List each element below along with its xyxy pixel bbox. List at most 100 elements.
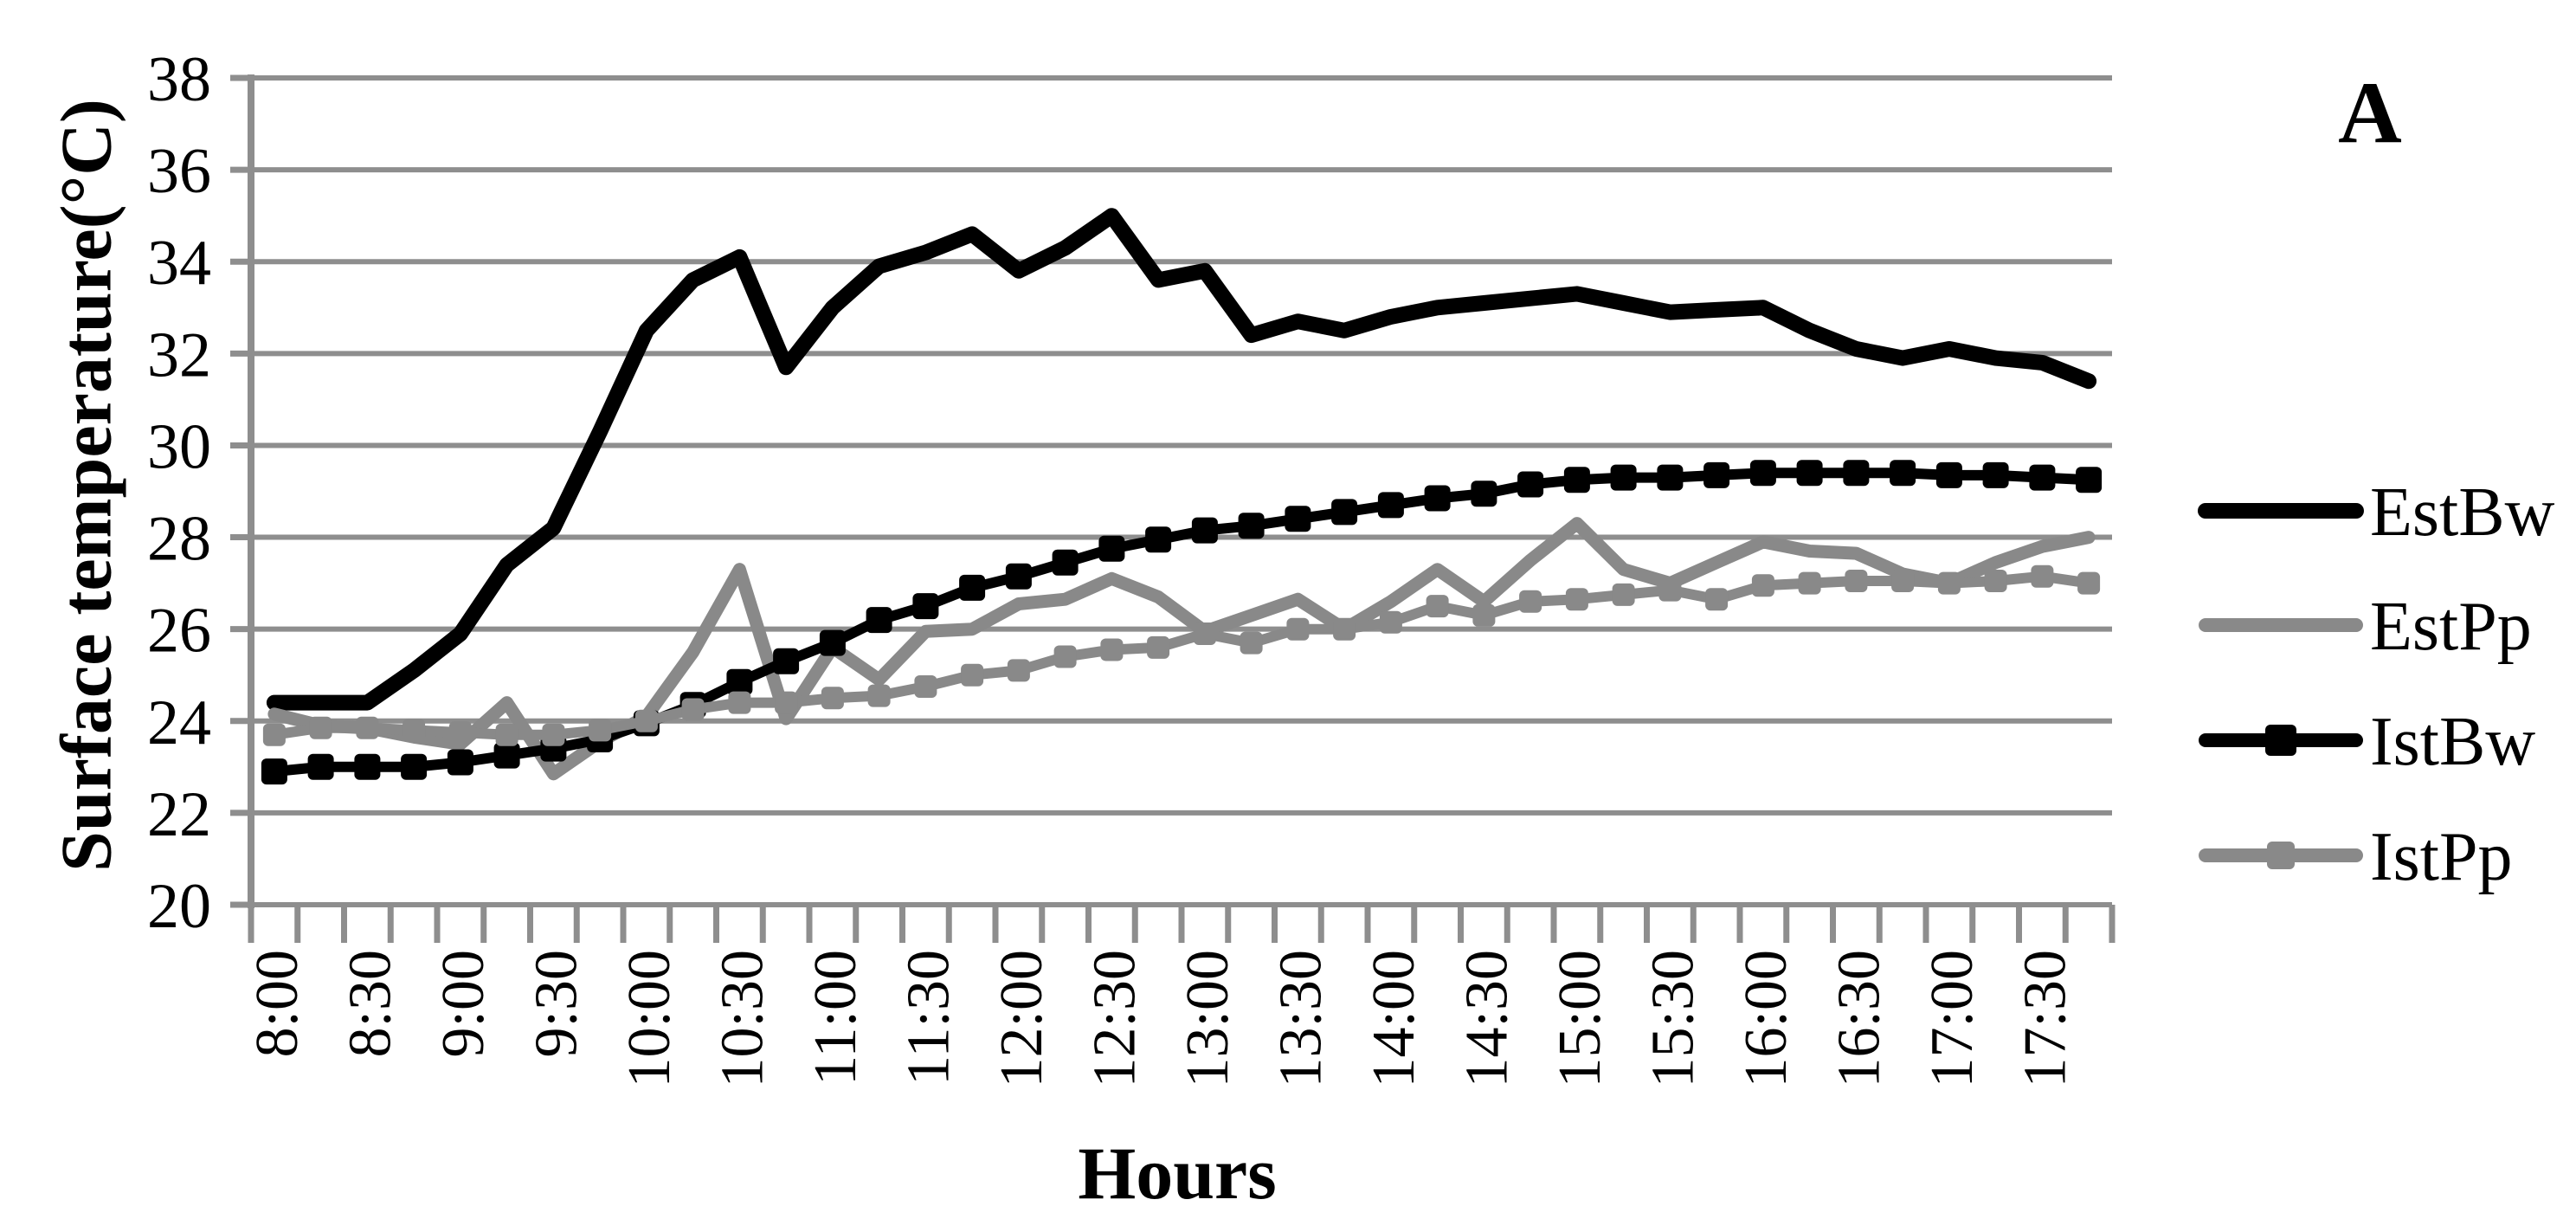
marker-IstPp [728, 691, 751, 714]
y-tick-label: 24 [147, 687, 211, 758]
marker-IstBw [1377, 492, 1404, 519]
series-line-IstBw [268, 468, 2095, 777]
marker-IstBw [1610, 464, 1637, 491]
marker-IstBw [819, 629, 846, 656]
marker-IstPp [1705, 588, 1729, 611]
legend-label: EstPp [2370, 589, 2532, 665]
marker-IstBw [1145, 526, 1172, 553]
marker-IstPp [1333, 617, 1356, 641]
y-tick-label: 26 [147, 596, 211, 667]
x-tick-label: 8:00 [244, 950, 311, 1057]
marker-IstPp [1053, 645, 1077, 668]
x-tick-label: 13:00 [1175, 950, 1241, 1087]
y-tick-label: 38 [147, 44, 211, 115]
marker-IstBw [261, 758, 287, 785]
marker-IstPp [1798, 571, 1821, 595]
legend-item-IstBw: IstBw [2199, 704, 2535, 780]
marker-IstPp [1379, 610, 1402, 634]
marker-IstBw [1285, 506, 1311, 532]
marker-IstPp [1891, 570, 1915, 592]
marker-IstPp [309, 716, 332, 739]
marker-IstBw [2029, 464, 2056, 491]
series-EstPp [267, 517, 2096, 781]
marker-IstPp [1426, 595, 1449, 618]
marker-IstPp [2031, 564, 2054, 588]
marker-IstPp [1845, 570, 1868, 592]
marker-IstBw [1563, 467, 1590, 493]
y-tick-label: 32 [147, 319, 211, 390]
marker-IstPp [495, 723, 518, 746]
legend-label: IstPp [2370, 819, 2513, 895]
marker-IstPp [1193, 622, 1216, 645]
series-IstPp [262, 564, 2101, 746]
marker-IstPp [1472, 603, 1496, 627]
x-tick-label: 17:00 [1919, 950, 1986, 1087]
marker-IstBw [726, 668, 753, 695]
x-tick-label: 14:00 [1361, 950, 1427, 1087]
marker-IstPp [634, 709, 658, 732]
marker-IstPp [867, 684, 891, 707]
x-tick-label: 10:00 [616, 950, 683, 1087]
marker-IstBw [866, 607, 892, 634]
panel-label: A [2338, 64, 2402, 162]
marker-IstBw [447, 749, 473, 776]
y-tick-label: 20 [147, 871, 211, 942]
marker-IstBw [1424, 485, 1451, 512]
marker-IstPp [1658, 578, 1682, 602]
marker-IstBw [354, 753, 381, 780]
marker-IstBw [1331, 499, 1358, 526]
x-axis-title: Hours [1078, 1132, 1277, 1215]
marker-IstPp [775, 691, 798, 714]
marker-IstBw [307, 753, 334, 780]
legend-item-IstPp: IstPp [2199, 819, 2513, 895]
marker-IstPp [1286, 617, 1310, 641]
marker-IstBw [493, 742, 520, 769]
marker-IstPp [1984, 570, 2007, 592]
series-line-IstPp [268, 571, 2095, 740]
marker-IstBw [1471, 481, 1497, 507]
x-tick-label: 9:00 [430, 950, 497, 1057]
marker-IstBw [1657, 464, 1684, 491]
x-tick-label: 9:30 [523, 950, 589, 1057]
marker-IstBw [1191, 517, 1218, 544]
legend: EstBw EstPp IstBw IstPp [2198, 474, 2555, 895]
y-tick-label: 22 [147, 779, 211, 850]
y-tick-label: 36 [147, 136, 211, 207]
marker-IstPp [681, 698, 705, 721]
marker-IstPp [1937, 571, 1961, 595]
marker-IstPp [542, 723, 565, 746]
marker-IstBw [1982, 461, 2009, 488]
series-EstBw [266, 208, 2097, 711]
x-tick-label: 11:00 [802, 950, 869, 1086]
y-tick-label: 30 [147, 411, 211, 482]
marker-IstBw [1843, 460, 1870, 487]
marker-IstPp [914, 675, 937, 698]
marker-IstBw [401, 753, 428, 780]
x-tick-label: 12:00 [989, 950, 1055, 1087]
x-tick-label: 12:30 [1081, 950, 1148, 1087]
x-tick-label: 16:30 [1826, 950, 1892, 1087]
marker-IstBw [912, 593, 939, 620]
marker-IstPp [1751, 574, 1774, 597]
marker-IstBw [1005, 563, 1032, 590]
marker-IstPp [356, 716, 379, 739]
marker-IstPp [821, 687, 844, 710]
marker-IstBw [1098, 535, 1125, 562]
marker-IstPp [1240, 631, 1263, 655]
marker-IstBw [1749, 460, 1776, 487]
legend-marker-sample-IstPp [2267, 842, 2295, 869]
marker-IstPp [262, 723, 286, 746]
marker-IstBw [1238, 513, 1265, 539]
y-tick-label: 34 [147, 228, 211, 299]
series-line-EstPp [267, 517, 2096, 781]
marker-IstBw [2076, 467, 2103, 493]
x-tick-label: 10:30 [709, 950, 776, 1087]
marker-IstBw [1890, 460, 1916, 487]
x-tick-label: 17:30 [2012, 950, 2078, 1087]
x-tick-label: 13:30 [1267, 950, 1334, 1087]
legend-marker-sample-IstBw [2265, 725, 2296, 756]
marker-IstPp [1519, 590, 1542, 613]
marker-IstPp [961, 663, 984, 687]
x-tick-label: 16:00 [1733, 950, 1800, 1087]
